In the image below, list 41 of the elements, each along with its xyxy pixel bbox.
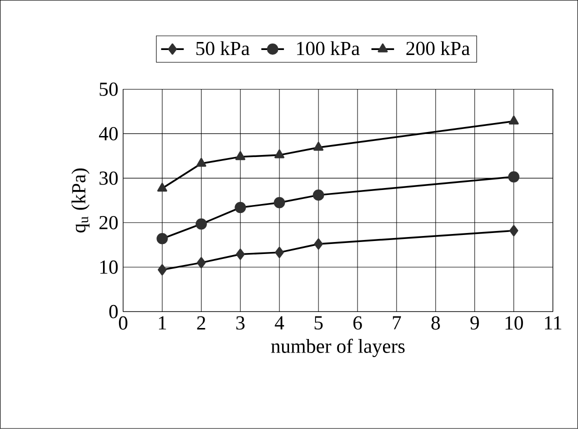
x-tick-label: 4 (274, 316, 284, 330)
point (196, 218, 207, 230)
y-axis-title: q$_{u}$ (kPa) (71, 168, 90, 233)
x-tick-label: 3 (236, 316, 245, 330)
point (156, 233, 168, 244)
point (508, 171, 520, 183)
point (274, 246, 284, 258)
point (235, 151, 246, 160)
x-tick-label: 9 (470, 316, 479, 330)
point (157, 182, 168, 192)
x-tick-label: 10 (506, 316, 523, 330)
point (508, 116, 519, 125)
y-tick-label: 50 (100, 82, 118, 96)
y-tick-label: 0 (109, 305, 118, 318)
point (196, 158, 206, 167)
legend-label: 100 kPa (297, 41, 360, 56)
point (274, 197, 286, 208)
y-tick-label: 30 (100, 172, 118, 186)
y-tick-label: 20 (99, 216, 118, 230)
x-tick-label: 6 (353, 316, 362, 330)
point (313, 142, 324, 151)
y-tick-label: 10 (100, 260, 118, 274)
point (314, 238, 323, 250)
point (236, 248, 245, 260)
point (234, 202, 246, 214)
x-tick-label: 8 (431, 316, 440, 330)
point (274, 150, 284, 158)
x-tick-label: 7 (392, 316, 401, 330)
x-tick-label: 2 (197, 316, 206, 330)
legend-label: 50 kPa (196, 41, 250, 56)
point (312, 190, 324, 201)
x-tick-label: 0 (118, 316, 128, 330)
x-tick-label: 1 (158, 316, 166, 330)
point (158, 264, 167, 276)
x-tick-label: 11 (545, 316, 562, 330)
point (509, 225, 518, 236)
x-axis-title: number of layers (271, 338, 405, 358)
x-tick-label: 5 (314, 316, 323, 330)
legend-label: 200 kPa (406, 41, 470, 56)
y-tick-label: 40 (98, 127, 118, 141)
point (196, 257, 206, 268)
